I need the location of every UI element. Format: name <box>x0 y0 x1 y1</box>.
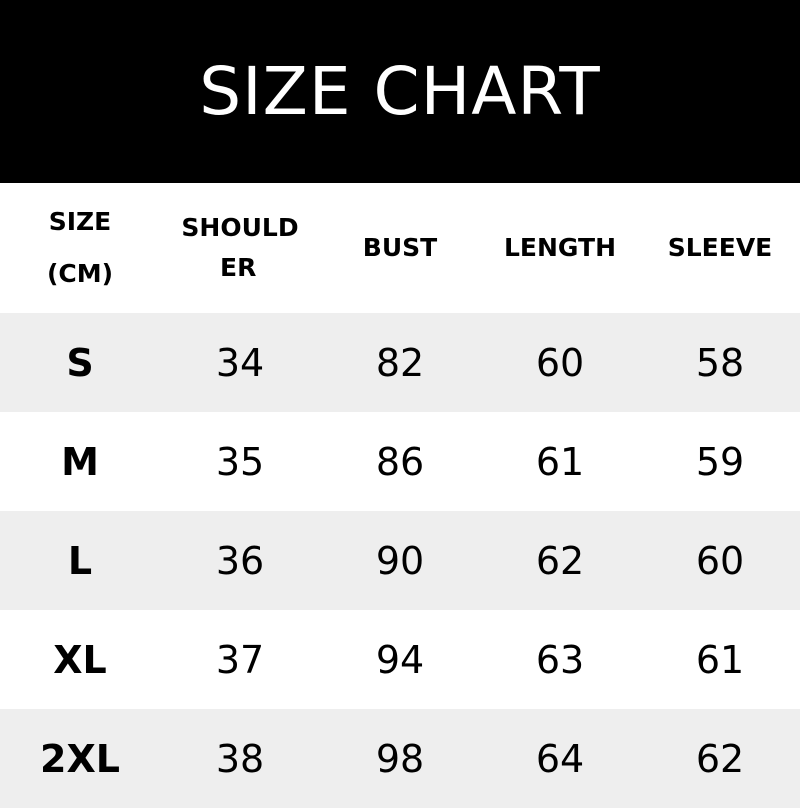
cell-bust: 82 <box>375 340 425 385</box>
table-row: 2XL 38 98 64 62 <box>0 709 800 808</box>
header-shoulder: SHOULD ER <box>160 183 320 313</box>
cell-sleeve: 58 <box>695 340 745 385</box>
cell-length: 60 <box>535 340 585 385</box>
cell-bust: 90 <box>375 538 425 583</box>
cell-sleeve: 62 <box>695 736 745 781</box>
cell-sleeve: 60 <box>695 538 745 583</box>
cell-size: M <box>61 439 99 484</box>
cell-shoulder: 36 <box>215 538 265 583</box>
cell-shoulder: 38 <box>215 736 265 781</box>
cell-bust: 86 <box>375 439 425 484</box>
cell-bust: 94 <box>375 637 425 682</box>
header-shoulder-line2: ER <box>220 253 257 282</box>
cell-size: S <box>66 340 94 385</box>
cell-length: 63 <box>535 637 585 682</box>
header-sleeve: SLEEVE <box>667 233 773 262</box>
table-row: S 34 82 60 58 <box>0 313 800 412</box>
cell-size: 2XL <box>40 736 120 781</box>
table-row: M 35 86 61 59 <box>0 412 800 511</box>
size-table: SIZE (CM) SHOULD ER BUST LENGTH SLEEVE S… <box>0 183 800 808</box>
cell-shoulder: 37 <box>215 637 265 682</box>
header-length: LENGTH <box>504 233 616 262</box>
header-bust: BUST <box>362 233 438 262</box>
header-size-line1: SIZE <box>48 207 112 236</box>
header-row: SIZE (CM) SHOULD ER BUST LENGTH SLEEVE <box>0 183 800 313</box>
table-row: XL 37 94 63 61 <box>0 610 800 709</box>
cell-sleeve: 59 <box>695 439 745 484</box>
cell-size: XL <box>53 637 107 682</box>
header-shoulder-line1: SHOULD <box>181 213 299 242</box>
cell-length: 61 <box>535 439 585 484</box>
cell-length: 62 <box>535 538 585 583</box>
table-row: L 36 90 62 60 <box>0 511 800 610</box>
cell-bust: 98 <box>375 736 425 781</box>
header-size: SIZE (CM) <box>0 183 160 313</box>
header-size-line2: (CM) <box>46 259 114 288</box>
cell-sleeve: 61 <box>695 637 745 682</box>
cell-shoulder: 35 <box>215 439 265 484</box>
page-title: SIZE CHART <box>199 53 601 130</box>
cell-size: L <box>67 538 93 583</box>
cell-shoulder: 34 <box>215 340 265 385</box>
cell-length: 64 <box>535 736 585 781</box>
title-banner: SIZE CHART <box>0 0 800 183</box>
